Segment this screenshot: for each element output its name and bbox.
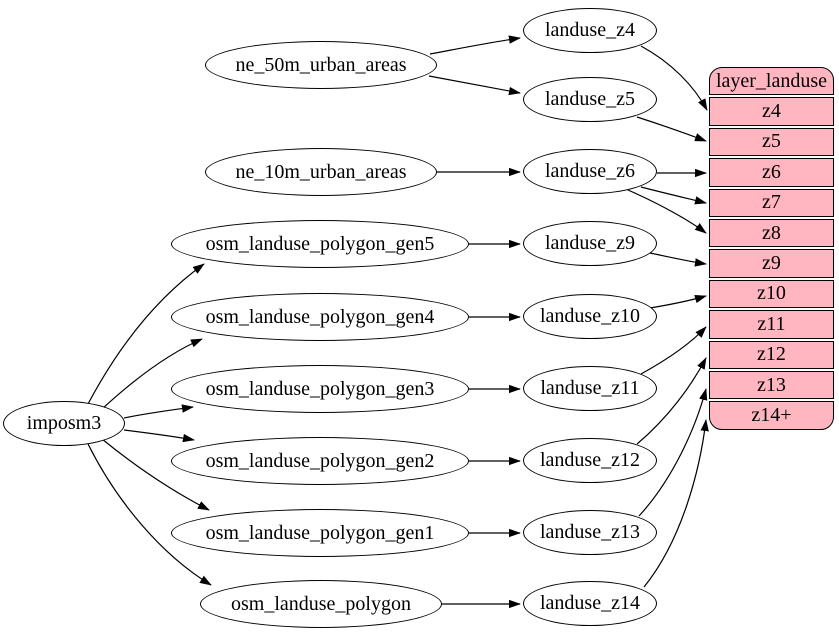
table-row-z5: z5 (709, 127, 834, 157)
edge-imposm3-polygon (87, 443, 212, 586)
edge-imposm3-gen3 (123, 404, 194, 419)
edge-landuse-z14-row-z14plus (643, 419, 709, 588)
node-landuse-z9: landuse_z9 (523, 221, 657, 266)
edge-landuse-z10-row-z10 (649, 294, 707, 309)
node-landuse-z13: landuse_z13 (523, 510, 657, 555)
node-ne-50m-urban-areas: ne_50m_urban_areas (205, 41, 437, 89)
node-osm-landuse-polygon: osm_landuse_polygon (200, 580, 442, 628)
edge-landuse-z9-row-z9 (649, 252, 707, 267)
node-landuse-z6: landuse_z6 (523, 149, 657, 194)
node-ne-10m-urban-areas-label: ne_10m_urban_areas (235, 160, 407, 183)
node-ne-10m-urban-areas: ne_10m_urban_areas (205, 148, 437, 196)
table-row-z14plus: z14+ (709, 401, 834, 430)
table-row-z11: z11 (709, 310, 834, 339)
edge-imposm3-gen5 (87, 263, 205, 405)
node-landuse-z12-label: landuse_z12 (540, 449, 640, 471)
edge-landuse-z13-row-z13 (638, 388, 708, 517)
edge-imposm3-gen1 (101, 438, 210, 511)
node-landuse-z13-label: landuse_z13 (540, 521, 640, 543)
node-osm-landuse-polygon-gen1: osm_landuse_polygon_gen1 (171, 509, 469, 557)
table-row-z12: z12 (709, 340, 834, 369)
node-landuse-z12: landuse_z12 (523, 438, 657, 483)
edge-landuse-z6-row-z7 (640, 186, 707, 205)
node-landuse-z11: landuse_z11 (523, 366, 657, 411)
edge-ne50m-landuse-z4 (429, 35, 521, 55)
node-osm-landuse-polygon-gen4-label: osm_landuse_polygon_gen4 (205, 305, 435, 328)
table-row-z7: z7 (709, 188, 834, 217)
node-osm-landuse-polygon-gen1-label: osm_landuse_polygon_gen1 (205, 521, 435, 544)
node-ne-50m-urban-areas-label: ne_50m_urban_areas (235, 53, 407, 76)
node-landuse-z5: landuse_z5 (523, 77, 657, 122)
node-landuse-z14: landuse_z14 (523, 581, 657, 626)
node-imposm3: imposm3 (3, 401, 125, 446)
node-landuse-z9-label: landuse_z9 (545, 232, 635, 254)
table-row-z9: z9 (709, 249, 834, 278)
node-landuse-z5-label: landuse_z5 (545, 88, 635, 110)
node-landuse-z6-label: landuse_z6 (545, 160, 635, 182)
node-osm-landuse-polygon-gen2-label: osm_landuse_polygon_gen2 (205, 449, 435, 472)
node-landuse-z4-label: landuse_z4 (545, 19, 635, 41)
table-row-z13: z13 (709, 370, 834, 400)
edge-landuse-z5-row-z5 (636, 116, 707, 142)
node-osm-landuse-polygon-gen5-label: osm_landuse_polygon_gen5 (205, 232, 435, 255)
node-osm-landuse-polygon-gen3-label: osm_landuse_polygon_gen3 (205, 377, 435, 400)
node-osm-landuse-polygon-gen3: osm_landuse_polygon_gen3 (171, 365, 469, 413)
node-landuse-z10-label: landuse_z10 (540, 305, 640, 327)
edge-ne50m-landuse-z5 (428, 75, 521, 96)
table-row-z8: z8 (709, 218, 834, 248)
edge-landuse-z4-row-z4 (640, 45, 708, 111)
edge-landuse-z6-row-z8 (627, 189, 707, 234)
node-osm-landuse-polygon-gen2: osm_landuse_polygon_gen2 (171, 437, 469, 485)
node-landuse-z11-label: landuse_z11 (540, 377, 640, 399)
table-layer-landuse: layer_landuse z4 z5 z6 z7 z8 z9 z10 z11 … (709, 67, 834, 430)
table-row-z6: z6 (709, 158, 834, 187)
node-imposm3-label: imposm3 (26, 412, 102, 434)
node-osm-landuse-polygon-label: osm_landuse_polygon (231, 592, 411, 615)
edge-imposm3-gen4 (101, 338, 203, 410)
node-osm-landuse-polygon-gen4: osm_landuse_polygon_gen4 (171, 293, 469, 341)
node-landuse-z4: landuse_z4 (523, 8, 657, 53)
table-row-z10: z10 (709, 279, 834, 309)
node-landuse-z14-label: landuse_z14 (540, 592, 640, 614)
edge-imposm3-gen2 (123, 429, 195, 443)
node-landuse-z10: landuse_z10 (523, 294, 657, 339)
edge-landuse-z11-row-z11 (640, 326, 707, 375)
edge-landuse-z12-row-z12 (636, 357, 707, 445)
node-osm-landuse-polygon-gen5: osm_landuse_polygon_gen5 (171, 220, 469, 268)
table-row-z4: z4 (709, 97, 834, 126)
table-header: layer_landuse (709, 67, 834, 96)
